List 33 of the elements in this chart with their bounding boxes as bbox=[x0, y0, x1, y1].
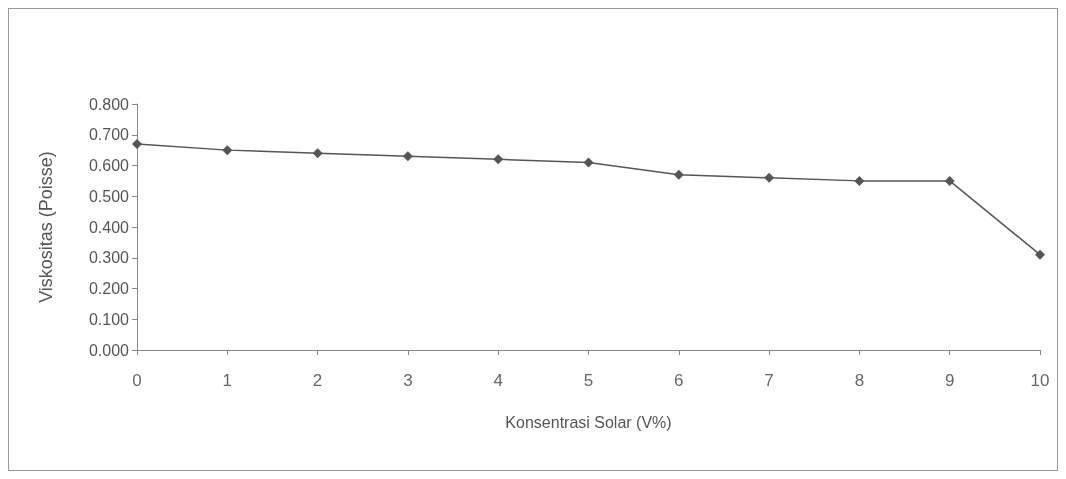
x-tick-label: 7 bbox=[764, 371, 774, 390]
x-tick-label: 2 bbox=[312, 371, 323, 390]
point bbox=[402, 151, 413, 162]
x-tick-label: 0 bbox=[132, 371, 142, 390]
y-tick-label: 0.700 bbox=[88, 126, 130, 144]
point bbox=[222, 145, 233, 156]
point bbox=[764, 172, 775, 183]
y-tick-label: 0.100 bbox=[88, 310, 130, 328]
x-tick-label: 3 bbox=[403, 371, 413, 390]
point bbox=[132, 138, 142, 149]
x-tick-label: 10 bbox=[1030, 371, 1050, 390]
y-tick-label: 0.600 bbox=[88, 157, 130, 174]
y-tick-label: 0.800 bbox=[88, 95, 130, 113]
point bbox=[1035, 249, 1045, 260]
y-tick-label: 0.500 bbox=[88, 187, 130, 205]
point bbox=[312, 148, 323, 159]
point bbox=[944, 175, 955, 186]
point bbox=[583, 157, 594, 168]
x-tick-label: 5 bbox=[583, 371, 594, 390]
point bbox=[493, 154, 504, 165]
y-axis-title: Viskositas (Poisse) bbox=[36, 151, 56, 303]
y-tick-label: 0.400 bbox=[88, 218, 130, 236]
x-tick-label: 4 bbox=[493, 371, 503, 390]
x-tick-label: 1 bbox=[222, 371, 233, 390]
x-tick-label: 9 bbox=[944, 371, 955, 390]
y-tick-label: 0.200 bbox=[88, 280, 130, 297]
point bbox=[854, 175, 865, 186]
x-tick-label: 6 bbox=[674, 371, 684, 390]
y-tick-label: 0.000 bbox=[88, 341, 130, 359]
y-tick-label: 0.300 bbox=[88, 249, 130, 267]
x-axis-title: Konsentrasi Solar (V%) bbox=[505, 413, 672, 431]
x-tick-label: 8 bbox=[854, 371, 865, 390]
point bbox=[673, 169, 684, 180]
